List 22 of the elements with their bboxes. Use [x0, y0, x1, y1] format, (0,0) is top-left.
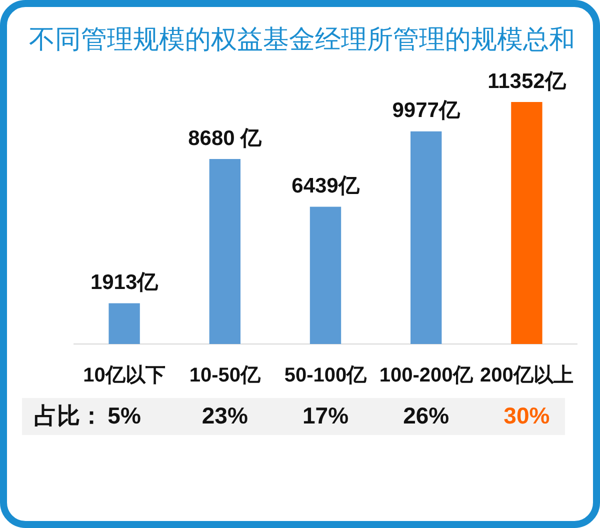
- data-label: 11352亿: [488, 70, 567, 93]
- bar: [108, 303, 140, 344]
- x-tick-label: 200亿以上: [480, 364, 574, 387]
- bar: [209, 158, 240, 344]
- bar: [511, 102, 542, 344]
- x-tick-label: 10亿以下: [83, 364, 166, 387]
- text: 30%: [504, 402, 550, 428]
- text: 17%: [302, 402, 349, 428]
- text: 占比：: [34, 402, 103, 428]
- text: 23%: [202, 402, 248, 428]
- chart-title: 不同管理规模的权益基金经理所管理的规模总和: [29, 24, 575, 54]
- data-label: 8680 亿: [188, 126, 263, 150]
- bar: [310, 206, 342, 344]
- x-tick-label: 50-100亿: [284, 364, 368, 387]
- data-label: 9977亿: [392, 99, 461, 122]
- data-label: 1913亿: [90, 271, 160, 294]
- bar: [410, 131, 442, 344]
- x-tick-label: 10-50亿: [189, 364, 262, 387]
- data-label: 6439亿: [292, 174, 360, 198]
- text: 26%: [403, 402, 450, 428]
- text: 5%: [108, 402, 141, 428]
- x-tick-label: 100-200亿: [379, 364, 474, 387]
